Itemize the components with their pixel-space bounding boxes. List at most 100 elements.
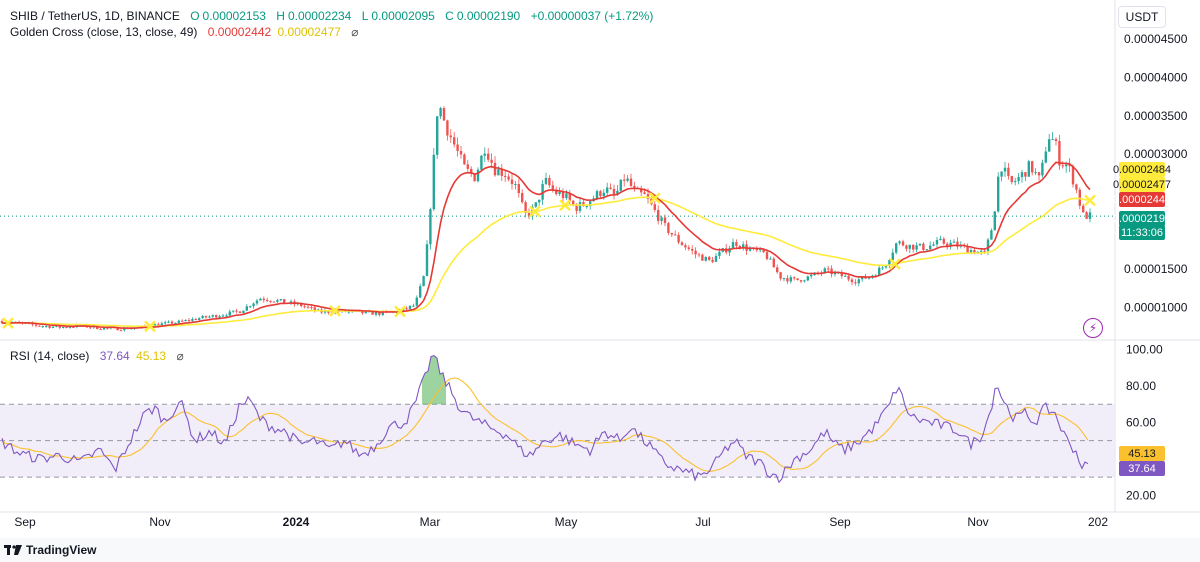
candle-body xyxy=(1071,166,1075,185)
candle-body xyxy=(99,329,102,331)
candle-body xyxy=(735,242,738,246)
candle-body xyxy=(718,251,721,256)
candle-body xyxy=(378,312,381,315)
price-tick-label: 0.00003500 xyxy=(1124,109,1188,123)
candle-body xyxy=(34,324,38,326)
candle-body xyxy=(262,298,265,301)
candle-body xyxy=(221,315,225,317)
candle-body xyxy=(123,327,126,331)
candle-body xyxy=(327,310,330,313)
candle-body xyxy=(283,299,286,303)
candle-body xyxy=(102,327,106,330)
candle-body xyxy=(874,275,877,277)
candle-body xyxy=(935,240,939,245)
candle-body xyxy=(701,254,704,261)
footer-bar xyxy=(0,538,1200,562)
candle-body xyxy=(1048,139,1051,152)
candle-body xyxy=(980,250,983,252)
candle-body xyxy=(884,265,888,268)
candle-body xyxy=(306,306,310,308)
low-value: 0.00002095 xyxy=(371,9,435,23)
candle-body xyxy=(255,300,259,304)
candle-body xyxy=(997,176,1000,212)
fast-ma-line xyxy=(2,161,1091,329)
tradingview-logo[interactable]: TradingView xyxy=(4,543,96,557)
currency-selector[interactable]: USDT xyxy=(1118,6,1166,28)
candle-body xyxy=(840,272,843,277)
indicator-legend: Golden Cross (close, 13, close, 49) 0.00… xyxy=(10,25,362,39)
candle-body xyxy=(847,275,850,280)
candle-body xyxy=(568,193,571,201)
candle-body xyxy=(1041,162,1044,176)
candle-body xyxy=(500,169,503,176)
candle-body xyxy=(623,179,626,181)
lightning-icon[interactable]: ⚡ xyxy=(1083,318,1103,338)
eye-off-icon[interactable]: ⌀ xyxy=(176,349,184,363)
time-tick-label: Nov xyxy=(967,515,988,529)
candle-body xyxy=(827,268,830,270)
candle-body xyxy=(677,235,680,243)
candle-body xyxy=(235,310,238,312)
candle-body xyxy=(446,120,449,136)
rsi-line xyxy=(1,354,1089,484)
candle-body xyxy=(208,316,211,318)
candle-body xyxy=(660,217,663,221)
close-value: 0.00002190 xyxy=(456,9,521,23)
candle-body xyxy=(691,248,694,251)
candle-body xyxy=(619,179,622,191)
candle-body xyxy=(534,202,537,207)
candle-body xyxy=(694,250,697,255)
cross-marker xyxy=(889,258,901,270)
candle-body xyxy=(493,162,497,176)
candle-body xyxy=(939,238,942,241)
candle-body xyxy=(476,169,480,182)
slow-ma-price-tag-2: 0.00002477 xyxy=(1112,177,1172,192)
high-label: H xyxy=(276,9,285,23)
candle-body xyxy=(908,244,911,249)
time-tick-label: Sep xyxy=(829,515,851,529)
candle-body xyxy=(204,316,208,318)
candle-body xyxy=(374,312,378,315)
candle-body xyxy=(606,187,609,193)
candle-body xyxy=(45,326,48,328)
chart-canvas[interactable]: 0.00004500 0.00004000 0.00003500 0.00003000… xyxy=(0,0,1200,538)
candle-body xyxy=(0,321,4,324)
candle-body xyxy=(269,300,272,302)
candle-body xyxy=(279,299,282,301)
candle-body xyxy=(1017,177,1020,182)
candle-body xyxy=(419,286,422,298)
candle-body xyxy=(1085,212,1088,219)
candle-body xyxy=(361,310,364,314)
candle-body xyxy=(704,256,707,261)
candle-body xyxy=(55,325,58,327)
candle-body xyxy=(854,282,857,284)
rsi-title[interactable]: RSI (14, close) xyxy=(10,349,90,363)
candle-body xyxy=(986,239,990,252)
candle-body xyxy=(572,200,575,205)
candle-body xyxy=(497,169,500,176)
candle-body xyxy=(116,327,119,331)
candle-body xyxy=(823,268,826,273)
candle-body xyxy=(786,278,789,282)
close-label: C xyxy=(445,9,454,23)
candle-body xyxy=(442,108,446,121)
eye-off-icon[interactable]: ⌀ xyxy=(351,25,359,39)
cross-marker xyxy=(144,320,156,333)
candle-body xyxy=(901,241,905,246)
candle-body xyxy=(674,234,677,236)
candle-body xyxy=(857,279,860,284)
candle-body xyxy=(41,326,44,328)
candle-body xyxy=(119,330,123,332)
candle-body xyxy=(211,315,214,317)
candle-body xyxy=(548,177,551,186)
price-tick-label: 0.00004500 xyxy=(1124,32,1188,46)
candle-body xyxy=(1078,189,1081,206)
candle-body xyxy=(1027,161,1030,177)
candle-body xyxy=(850,279,854,283)
candle-body xyxy=(1000,171,1003,177)
open-label: O xyxy=(190,9,200,23)
candle-body xyxy=(558,192,561,195)
indicator-title[interactable]: Golden Cross (close, 13, close, 49) xyxy=(10,25,198,39)
symbol-title[interactable]: SHIB / TetherUS, 1D, BINANCE xyxy=(10,9,180,23)
candle-body xyxy=(38,325,41,327)
